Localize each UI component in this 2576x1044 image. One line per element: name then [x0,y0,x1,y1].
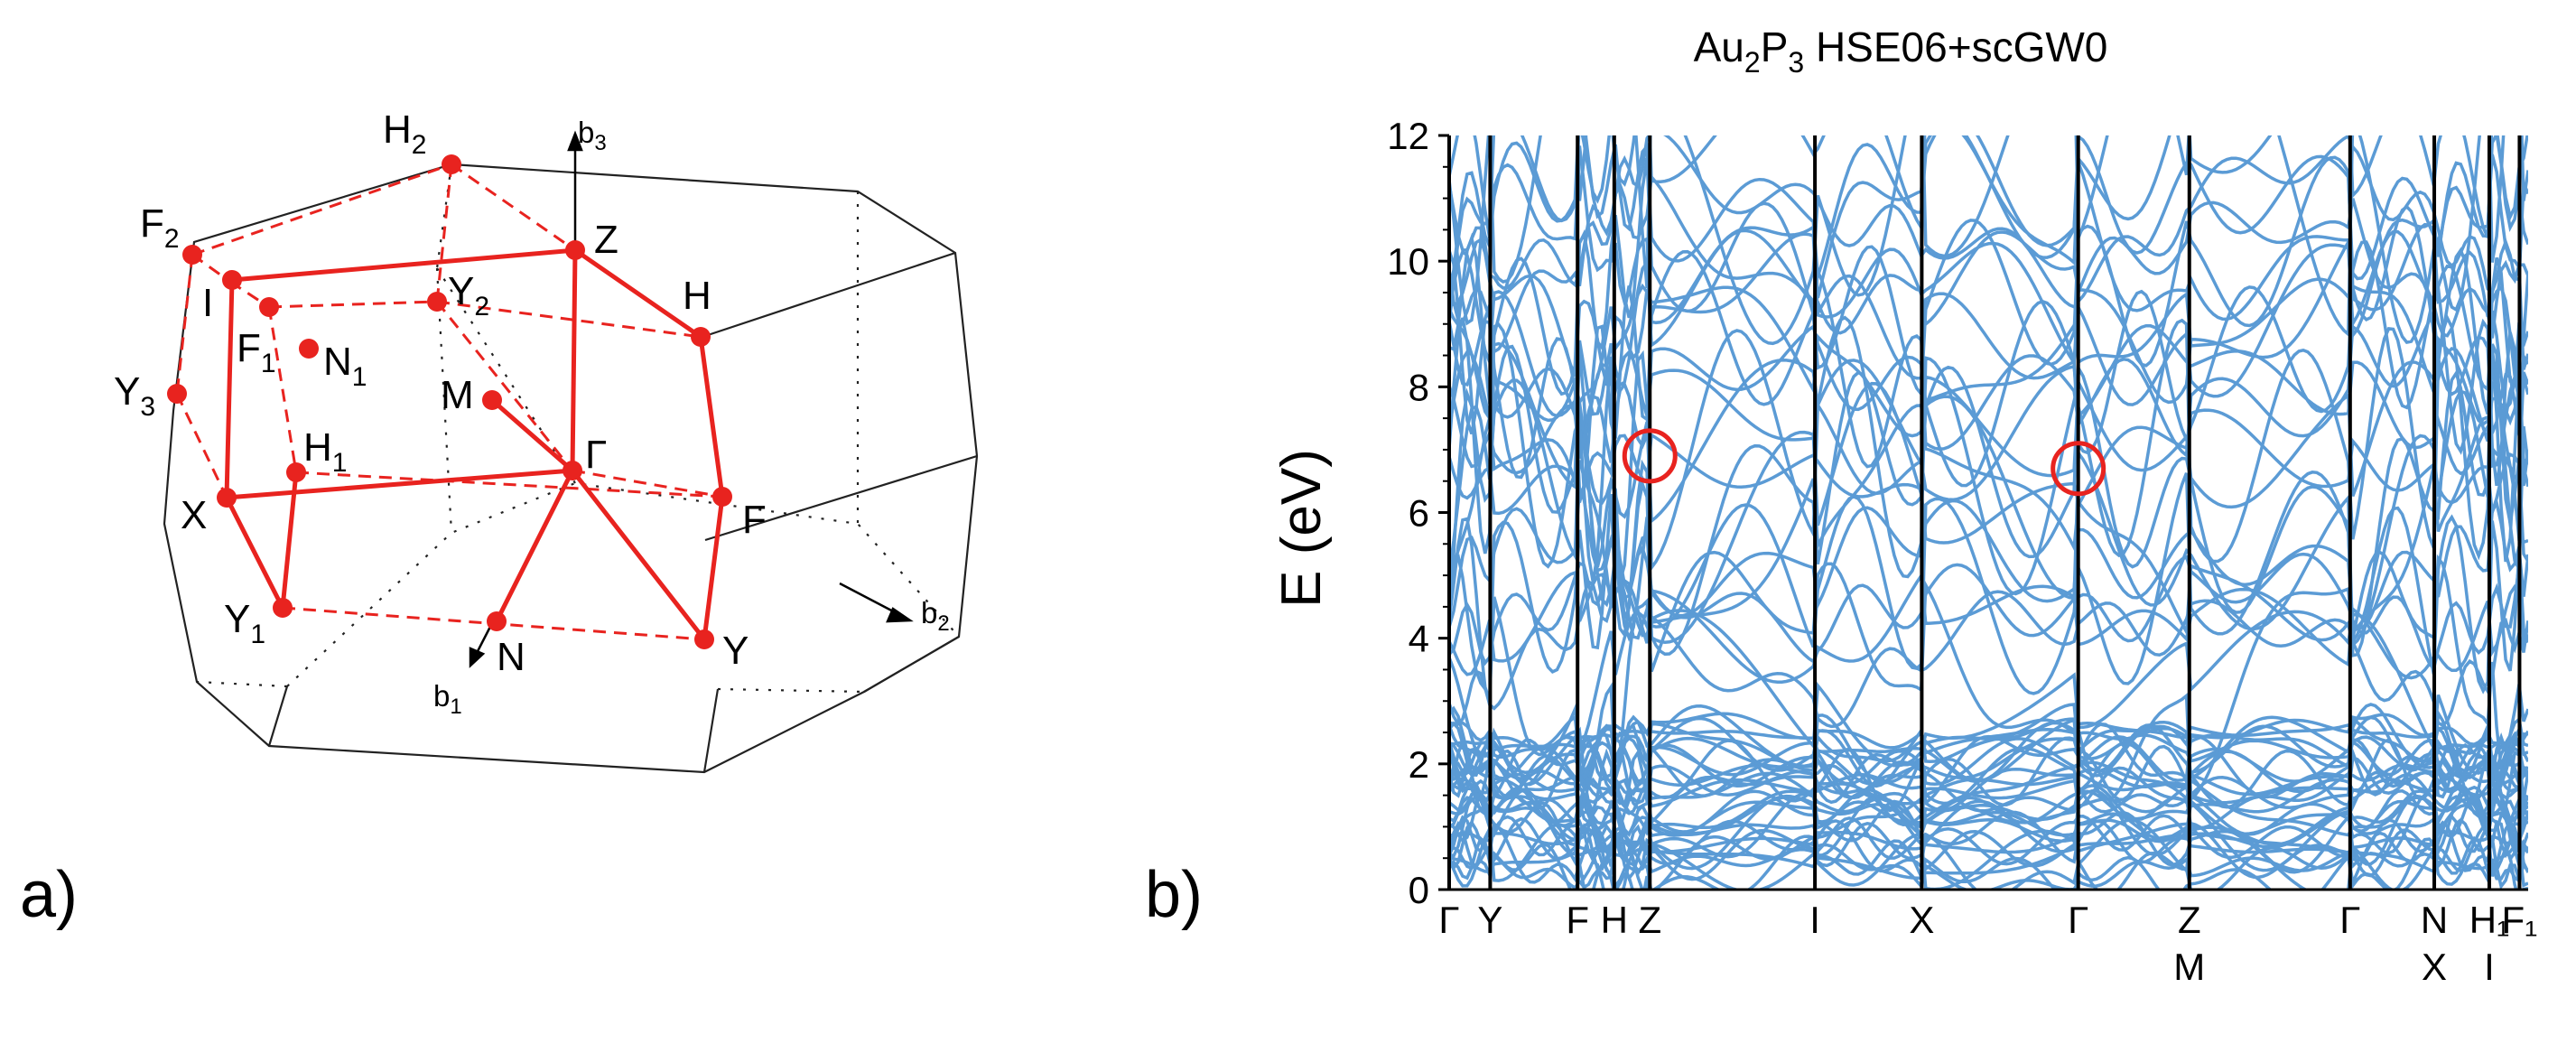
band-curve-49 [1449,155,2528,415]
kpoint-label-3: H [1601,899,1628,941]
kpoint-label2-11: I [2484,946,2495,988]
b2-arrowhead [886,607,914,623]
label-I: I [202,281,213,325]
kpoint-label2-10: X [2422,946,2447,988]
label-H2: H2 [383,107,426,160]
label-Y: Y [722,629,749,673]
axis-b1-label: b1 [433,679,462,719]
point-F1 [259,297,279,317]
band-curve-39 [1449,343,2528,657]
point-Y3 [167,384,187,404]
band-curve-5 [1449,813,2528,882]
kpoint-label-6: X [1909,899,1934,941]
panel-b-label: b) [1145,859,1203,931]
band-curve-50 [1449,172,2528,355]
reciprocal-axes [469,130,914,668]
label-F: F [742,498,767,542]
point-N1 [299,339,319,359]
kpoint-label-9: Γ [2339,899,2360,941]
y-tick-label-6: 12 [1387,115,1429,157]
band-curves [1449,135,2528,890]
y-axis: 0 2 4 6 8 10 12 [1387,115,1449,911]
band-curve-44 [1449,309,2528,463]
band-curve-53 [1449,135,2528,297]
kpoint-label-8: Z [2178,899,2201,941]
band-curve-42 [1449,341,2528,525]
b3-arrowhead [567,130,583,152]
kpoint-label-11: H₁ [2469,899,2510,941]
kpoint-label-2: F [1566,899,1589,941]
point-Gamma [563,461,582,480]
band-curve-54 [1449,135,2528,346]
y-tick-label-1: 2 [1409,743,1429,786]
y-tick-label-5: 10 [1387,240,1429,283]
panel-a-label: a) [20,859,78,931]
band-curve-55 [1449,135,2528,259]
annotations [1622,428,2106,497]
label-Gamma: Γ [585,433,607,477]
kpoint-label-4: Z [1638,899,1661,941]
y-tick-label-3: 6 [1409,492,1429,535]
b1-arrowhead [469,647,486,668]
point-Y2 [427,292,447,312]
axis-b3-label: b3 [578,116,607,155]
kpoint-label-10: N [2421,899,2448,941]
label-N: N [497,635,525,679]
label-Z: Z [594,218,618,262]
brillouin-zone-outline [163,163,979,774]
y-axis-label: E (eV) [1270,449,1333,608]
label-H1: H1 [303,425,347,478]
band-curve-31 [1449,550,2528,803]
label-N1: N1 [323,340,367,392]
highlight-circle-1 [2051,441,2106,497]
label-H: H [683,274,711,318]
chart-title: Au2P3 HSE06+scGW0 [1694,23,2108,79]
label-F1: F1 [237,326,276,378]
point-F [712,487,732,507]
label-Y1: Y1 [224,597,265,649]
panel-a: a) [20,107,979,931]
y-tick-label-2: 4 [1409,618,1429,660]
point-F2 [182,245,202,265]
bz-point-labels: H2 F2 I Z F1 Y2 H N1 Y3 M H1 Γ X F Y1 N … [114,107,767,679]
y-tick-label-0: 0 [1409,869,1429,911]
label-M: M [441,373,474,417]
kpoint-label-7: Γ [2068,899,2088,941]
kpoint-label2-8: M [2173,946,2205,988]
label-X: X [181,493,207,537]
point-H2 [442,154,461,174]
point-Y1 [273,598,293,618]
brillouin-zone-hidden-edges [196,163,960,694]
point-H1 [286,462,306,482]
label-Y3: Y3 [114,369,155,422]
point-Y [694,629,714,649]
label-Y2: Y2 [448,269,489,322]
band-curve-27 [1449,703,2528,769]
kpoint-label-5: I [1809,899,1820,941]
highlight-circle-0 [1622,428,1678,484]
point-I [222,270,242,290]
bz-points [167,154,732,649]
label-F2: F2 [140,201,180,254]
y-tick-label-4: 8 [1409,366,1429,408]
point-X [217,488,237,508]
band-curve-6 [1449,830,2528,873]
point-Z [565,240,585,260]
band-curve-29 [1449,712,2528,762]
kpoint-label-1: Y [1477,899,1502,941]
point-H [691,327,711,347]
point-M [482,390,502,410]
point-N [487,611,507,631]
kpoint-label-12: F₁ [2502,899,2538,941]
kpoint-label-0: Γ [1438,899,1459,941]
axis-b2-label: b2 [921,596,950,636]
